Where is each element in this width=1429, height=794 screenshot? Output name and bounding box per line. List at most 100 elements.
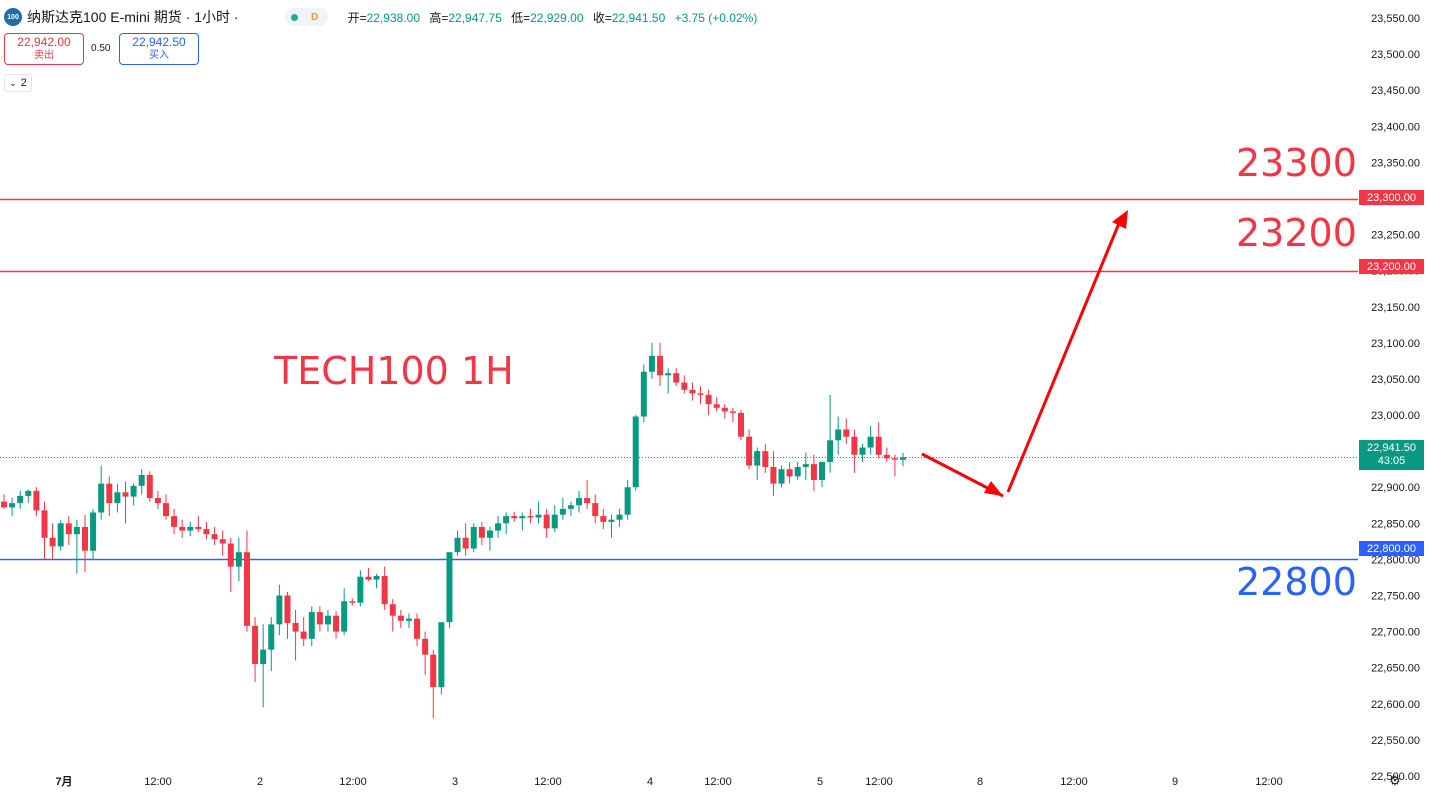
- candle-body[interactable]: [130, 485, 137, 497]
- candle-body[interactable]: [446, 552, 453, 623]
- candle-body[interactable]: [252, 625, 259, 665]
- candle-body[interactable]: [673, 373, 680, 383]
- candle-body[interactable]: [705, 394, 712, 405]
- chart-settings-gear-icon[interactable]: ⚙: [1389, 773, 1401, 788]
- indicators-toggle-button[interactable]: ⌄ 2: [4, 74, 32, 92]
- candle-body[interactable]: [422, 638, 429, 655]
- candle-body[interactable]: [316, 612, 323, 625]
- symbol-logo-icon[interactable]: 100: [4, 8, 22, 26]
- sell-button[interactable]: 22,942.00 卖出: [4, 33, 84, 65]
- candle-body[interactable]: [146, 474, 153, 499]
- candle-body[interactable]: [721, 407, 728, 412]
- candle-body[interactable]: [438, 622, 445, 688]
- candle-body[interactable]: [551, 514, 558, 529]
- candle-body[interactable]: [57, 523, 64, 547]
- candle-body[interactable]: [324, 615, 331, 625]
- candle-body[interactable]: [17, 495, 24, 504]
- candle-body[interactable]: [203, 529, 210, 535]
- candle-body[interactable]: [65, 523, 72, 535]
- candle-body[interactable]: [106, 483, 113, 504]
- candle-body[interactable]: [171, 516, 178, 527]
- candle-body[interactable]: [738, 412, 745, 437]
- candle-body[interactable]: [762, 451, 769, 468]
- candle-body[interactable]: [373, 576, 380, 580]
- candle-body[interactable]: [786, 469, 793, 477]
- candle-body[interactable]: [187, 526, 194, 531]
- candle-body[interactable]: [883, 454, 890, 459]
- candle-body[interactable]: [689, 389, 696, 394]
- candle-body[interactable]: [875, 436, 882, 455]
- candle-body[interactable]: [535, 514, 542, 518]
- candle-body[interactable]: [227, 543, 234, 567]
- candle-body[interactable]: [859, 447, 866, 455]
- candle-body[interactable]: [381, 576, 388, 605]
- candle-body[interactable]: [495, 523, 502, 531]
- candle-body[interactable]: [600, 516, 607, 522]
- candle-body[interactable]: [365, 576, 372, 580]
- candle-body[interactable]: [632, 416, 639, 488]
- candle-body[interactable]: [292, 622, 299, 632]
- candle-body[interactable]: [819, 461, 826, 481]
- candle-body[interactable]: [454, 537, 461, 553]
- candle-body[interactable]: [891, 458, 898, 460]
- candle-body[interactable]: [527, 516, 534, 518]
- candle-body[interactable]: [519, 516, 526, 519]
- buy-button[interactable]: 22,942.50 买入: [119, 33, 199, 65]
- candle-body[interactable]: [592, 503, 599, 517]
- candle-body[interactable]: [754, 451, 761, 466]
- symbol-title[interactable]: 纳斯达克100 E-mini 期货 · 1小时 ·: [27, 9, 239, 25]
- candle-body[interactable]: [195, 526, 202, 530]
- candle-body[interactable]: [681, 382, 688, 390]
- market-status-group[interactable]: D: [284, 8, 328, 26]
- level-label-22800[interactable]: 22800: [1236, 560, 1357, 604]
- candle-body[interactable]: [260, 649, 267, 665]
- candle-body[interactable]: [843, 429, 850, 437]
- candle-body[interactable]: [900, 457, 906, 460]
- candle-body[interactable]: [543, 514, 550, 529]
- candle-body[interactable]: [657, 355, 664, 376]
- candle-body[interactable]: [81, 526, 88, 551]
- candle-body[interactable]: [665, 373, 672, 376]
- candle-body[interactable]: [778, 469, 785, 484]
- candle-body[interactable]: [73, 526, 80, 535]
- candle-body[interactable]: [268, 624, 275, 650]
- candle-body[interactable]: [414, 618, 421, 639]
- level-label-23300[interactable]: 23300: [1236, 141, 1357, 185]
- candle-body[interactable]: [462, 537, 469, 549]
- candle-body[interactable]: [235, 552, 242, 567]
- candle-body[interactable]: [608, 519, 615, 522]
- candle-body[interactable]: [616, 514, 623, 520]
- candle-body[interactable]: [219, 539, 226, 544]
- candle-body[interactable]: [357, 576, 364, 603]
- candle-body[interactable]: [729, 411, 736, 413]
- candle-body[interactable]: [697, 393, 704, 395]
- candle-body[interactable]: [851, 436, 858, 455]
- candle-body[interactable]: [300, 631, 307, 639]
- candle-body[interactable]: [162, 503, 169, 517]
- candle-body[interactable]: [470, 526, 477, 549]
- candle-body[interactable]: [827, 440, 834, 462]
- candle-body[interactable]: [308, 612, 315, 639]
- candle-body[interactable]: [276, 595, 283, 625]
- candle-body[interactable]: [114, 492, 121, 504]
- candle-body[interactable]: [478, 526, 485, 538]
- level-label-23200[interactable]: 23200: [1236, 211, 1357, 255]
- candle-body[interactable]: [576, 498, 583, 506]
- candle-body[interactable]: [405, 618, 412, 621]
- candle-body[interactable]: [397, 615, 404, 621]
- candle-body[interactable]: [49, 537, 56, 547]
- candle-body[interactable]: [746, 436, 753, 466]
- candle-body[interactable]: [333, 615, 340, 632]
- candle-body[interactable]: [284, 595, 291, 623]
- candle-body[interactable]: [624, 487, 631, 515]
- candle-body[interactable]: [90, 512, 97, 551]
- candle-body[interactable]: [25, 490, 32, 496]
- candle-body[interactable]: [98, 483, 105, 513]
- candle-body[interactable]: [640, 371, 647, 417]
- candle-body[interactable]: [349, 601, 356, 603]
- candle-body[interactable]: [41, 510, 48, 538]
- candle-body[interactable]: [138, 474, 145, 486]
- candle-body[interactable]: [341, 601, 348, 632]
- candle-body[interactable]: [389, 604, 396, 616]
